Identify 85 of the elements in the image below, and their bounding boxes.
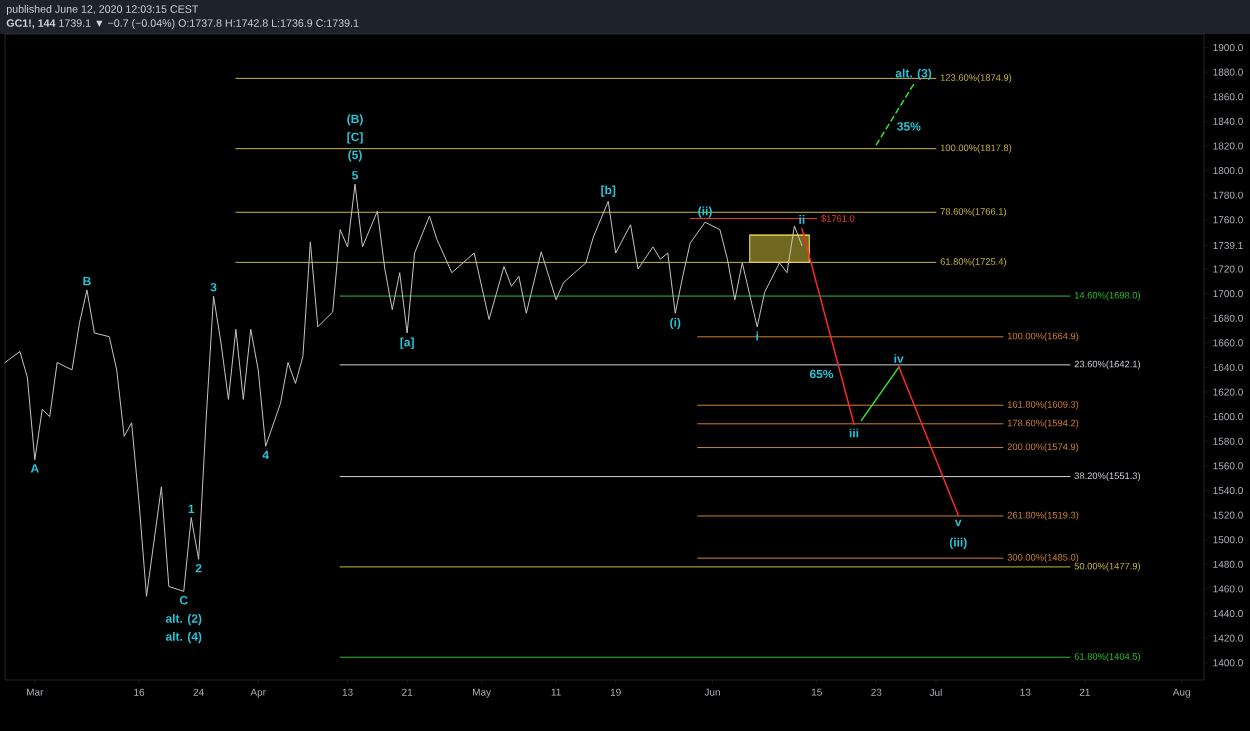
annotation: A (30, 464, 39, 473)
series-label: 61.80%(1404.5) (1074, 652, 1141, 662)
x-tick-label: May (473, 688, 492, 698)
series-label: 300.00%(1485.0) (1007, 553, 1079, 563)
y-tick-label: 1640.0 (1213, 363, 1243, 371)
x-tick-label: Mar (27, 688, 44, 696)
y-tick-label: 1780.0 (1213, 191, 1243, 199)
series-label: 100.00%(1664.9) (1007, 332, 1079, 342)
annotation: C (179, 595, 188, 605)
annotation: iv (894, 354, 904, 363)
chart-title: published June 12, 2020 12:03:15 CEST (6, 5, 199, 15)
annotation: 4 (262, 450, 269, 460)
y-tick-label: 1520.0 (1213, 511, 1243, 519)
annotation: B (83, 277, 91, 286)
annotation: v (954, 519, 962, 527)
y-tick-label: 1480.0 (1213, 560, 1243, 568)
y-tick-label: 1460.0 (1213, 585, 1243, 593)
chart-subtitle: GC1!, 144 1739.1 ▼ −0.7 (−0.04%) O:1737.8 H:1742.8 L:1736.9 C:1739.1 (6, 19, 359, 29)
series-label: 100.00%(1817.8) (940, 144, 1012, 154)
x-tick-label: 11 (551, 688, 561, 696)
y-tick-label: 1739.1 (1213, 241, 1243, 250)
y-tick-label: 1600.0 (1213, 413, 1243, 421)
y-tick-label: 1560.0 (1213, 462, 1243, 470)
line-series (4, 183, 803, 597)
y-tick-label: 1580.0 (1213, 437, 1243, 445)
annotation: (iii) (949, 537, 967, 549)
annotation: alt. (3) (895, 68, 932, 80)
annotation: iii (849, 428, 859, 438)
annotation: (B) (347, 114, 363, 126)
x-tick-label: 16 (134, 688, 145, 696)
y-tick-label: 1860.0 (1213, 93, 1243, 101)
annotation: [a] (400, 337, 414, 349)
x-tick-label: 13 (1020, 688, 1031, 696)
y-tick-label: 1680.0 (1213, 314, 1243, 322)
x-tick-label: Jun (704, 688, 720, 696)
x-tick-label: 13 (342, 688, 353, 696)
x-tick-label: Apr (250, 688, 266, 698)
y-tick-label: 1540.0 (1213, 486, 1243, 495)
y-tick-label: 1900.0 (1213, 43, 1243, 52)
series-label: 123.60%(1874.9) (940, 74, 1012, 83)
x-tick-label: Jul (929, 688, 942, 697)
y-tick-label: 1800.0 (1213, 167, 1243, 175)
annotation: i (756, 331, 758, 341)
annotation: 1 (188, 504, 195, 513)
annotation: (i) (670, 317, 681, 330)
series-label: 161.80%(1609.3) (1007, 400, 1079, 410)
y-tick-label: 1720.0 (1213, 265, 1243, 273)
x-tick-label: Aug (1172, 688, 1190, 698)
series-label: 261.80%(1519.3) (1007, 511, 1079, 521)
y-tick-label: 1500.0 (1213, 536, 1243, 544)
annotation: [C] (347, 132, 363, 144)
series-label: 23.60%(1642.1) (1074, 360, 1141, 370)
series-label: 61.80%(1725.4) (940, 258, 1006, 267)
y-tick-label: 1620.0 (1213, 388, 1243, 396)
y-tick-label: 1660.0 (1213, 339, 1243, 347)
annotation: 3 (210, 282, 217, 292)
x-tick-label: 21 (402, 688, 413, 696)
annotation: [b] (601, 185, 616, 197)
series-label: 200.00%(1574.9) (1007, 443, 1079, 452)
annotation: 2 (195, 563, 202, 573)
series-label: 50.00%(1477.9) (1074, 562, 1141, 572)
annotation: (5) (348, 150, 362, 162)
annotation: 65% (809, 369, 834, 379)
series-label: 14.60%(1698.0) (1074, 291, 1141, 301)
y-tick-label: 1420.0 (1213, 634, 1243, 642)
annotation: 5 (352, 171, 359, 180)
series-label: $1761.0 (821, 214, 855, 223)
series-label: 78.60%(1766.1) (940, 207, 1006, 217)
annotation: alt. (4) (165, 631, 202, 644)
y-tick-label: 1440.0 (1213, 609, 1243, 618)
y-tick-label: 1880.0 (1213, 68, 1243, 76)
x-tick-label: 15 (811, 688, 822, 696)
series-label: 178.60%(1594.2) (1007, 419, 1079, 429)
y-tick-label: 1760.0 (1213, 216, 1243, 224)
series-label: 38.20%(1551.3) (1074, 472, 1141, 481)
x-tick-label: 24 (193, 688, 204, 696)
y-tick-label: 1840.0 (1213, 117, 1243, 125)
annotation: 35% (897, 122, 921, 131)
y-tick-label: 1820.0 (1213, 142, 1243, 150)
x-tick-label: 19 (610, 688, 621, 696)
y-tick-label: 1700.0 (1213, 290, 1243, 298)
y-tick-label: 1400.0 (1213, 659, 1243, 667)
x-tick-label: 21 (1079, 688, 1090, 696)
x-tick-label: 23 (871, 688, 882, 696)
annotation: alt. (2) (165, 613, 202, 626)
